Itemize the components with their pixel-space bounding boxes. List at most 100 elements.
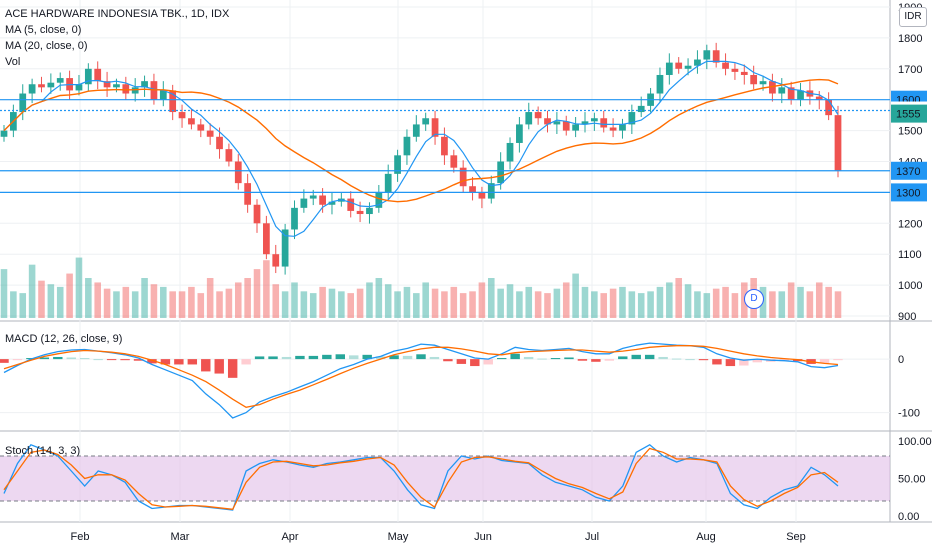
candle-body <box>347 198 355 211</box>
macd-histogram-bar <box>281 356 292 360</box>
symbol-title[interactable]: ACE HARDWARE INDONESIA TBK., 1D, IDX <box>5 8 230 20</box>
macd-title[interactable]: MACD (12, 26, close, 9) <box>5 333 123 345</box>
volume-bar <box>825 286 832 318</box>
candle-body <box>834 115 842 171</box>
candle-body <box>281 229 289 267</box>
candle-body <box>244 183 252 205</box>
candle-body <box>609 127 617 131</box>
macd-axis-label: -100 <box>898 408 920 420</box>
macd-histogram-bar <box>93 359 103 361</box>
macd-histogram-bar <box>66 357 76 360</box>
macd-histogram-bar <box>12 359 23 361</box>
candle-body <box>797 90 804 100</box>
macd-histogram-bar <box>120 359 130 361</box>
candle-body <box>56 78 64 83</box>
candle-body <box>487 183 495 199</box>
macd-histogram-bar <box>671 358 682 360</box>
volume-bar <box>384 284 392 318</box>
volume-bar <box>469 291 476 318</box>
candle-body <box>319 195 326 205</box>
macd-histogram-bar <box>254 356 265 360</box>
candle-body <box>356 210 364 215</box>
macd-histogram-bar <box>187 359 198 365</box>
volume-bar <box>516 291 523 318</box>
macd-histogram-bar <box>725 359 736 367</box>
volume-bar <box>656 286 664 318</box>
macd-histogram-bar <box>416 354 426 360</box>
volume-bar <box>188 286 195 318</box>
volume-bar <box>160 286 167 318</box>
macd-histogram-bar <box>106 359 117 361</box>
candle-body <box>403 136 411 156</box>
candle-body <box>665 62 673 75</box>
volume-bar <box>328 288 336 318</box>
volume-bar <box>722 286 729 318</box>
candle-body <box>506 142 514 162</box>
candle-body <box>684 65 692 69</box>
price-badge <box>891 161 927 180</box>
volume-bar <box>394 291 401 318</box>
candle-body <box>600 118 608 128</box>
macd-histogram-bar <box>402 355 413 360</box>
candle-body <box>516 124 523 143</box>
candle-body <box>637 105 645 113</box>
stoch-axis-label: 100.00 <box>898 436 932 448</box>
dividend-marker-icon[interactable]: D <box>744 289 764 309</box>
volume-bar <box>403 286 411 318</box>
candle-body <box>216 136 223 150</box>
volume-bar <box>609 288 617 318</box>
candle-body <box>572 124 579 131</box>
candle-body <box>263 223 270 255</box>
macd-histogram-bar <box>752 359 762 363</box>
volume-bar <box>619 286 626 318</box>
volume-bar <box>0 269 8 318</box>
macd-histogram-bar <box>618 356 628 360</box>
candle-body <box>534 112 542 119</box>
macd-histogram-bar <box>483 359 493 365</box>
volume-bar <box>150 284 158 318</box>
macd-histogram-bar <box>564 357 574 360</box>
candle-body <box>113 84 120 88</box>
macd-histogram-bar <box>739 359 749 366</box>
volume-bar <box>797 286 804 318</box>
volume-bar <box>216 291 223 318</box>
macd-axis-label: 0 <box>898 354 904 366</box>
ma5-legend[interactable]: MA (5, close, 0) <box>5 24 82 36</box>
macd-histogram-bar <box>698 359 709 361</box>
volume-bar <box>141 278 148 318</box>
volume-bar <box>178 291 186 318</box>
price-axis-label: 1700 <box>898 64 922 76</box>
ma20-legend[interactable]: MA (20, close, 0) <box>5 40 88 52</box>
macd-histogram-bar <box>429 356 440 360</box>
candle-body <box>441 136 448 156</box>
volume-bar <box>666 282 673 318</box>
volume-bar <box>441 291 448 318</box>
time-axis-label: Sep <box>786 531 806 543</box>
macd-histogram-bar <box>819 359 830 364</box>
macd-histogram-bar <box>833 359 843 361</box>
currency-button[interactable]: IDR <box>899 7 927 27</box>
candle-body <box>656 74 664 94</box>
candle-body <box>459 167 467 187</box>
stoch-legend: Stoch (14, 3, 3) <box>5 443 80 459</box>
stoch-title[interactable]: Stoch (14, 3, 3) <box>5 445 81 457</box>
volume-bar <box>647 291 654 318</box>
volume-bar <box>47 284 55 318</box>
candle-body <box>628 112 636 125</box>
macd-histogram-bar <box>268 356 278 360</box>
candle-body <box>553 121 561 125</box>
volume-bar <box>103 288 111 318</box>
candle-body <box>375 192 383 208</box>
candle-body <box>159 90 167 100</box>
candle-body <box>581 121 589 125</box>
macd-histogram-bar <box>685 359 695 361</box>
volume-bar <box>562 282 570 318</box>
ma5-line <box>3 60 839 237</box>
volume-bar <box>478 282 486 318</box>
volume-legend[interactable]: Vol <box>5 56 21 68</box>
macd-histogram-bar <box>375 356 386 360</box>
time-axis-label: Apr <box>281 531 298 543</box>
candle-body <box>431 118 439 137</box>
candle-body <box>225 149 233 162</box>
